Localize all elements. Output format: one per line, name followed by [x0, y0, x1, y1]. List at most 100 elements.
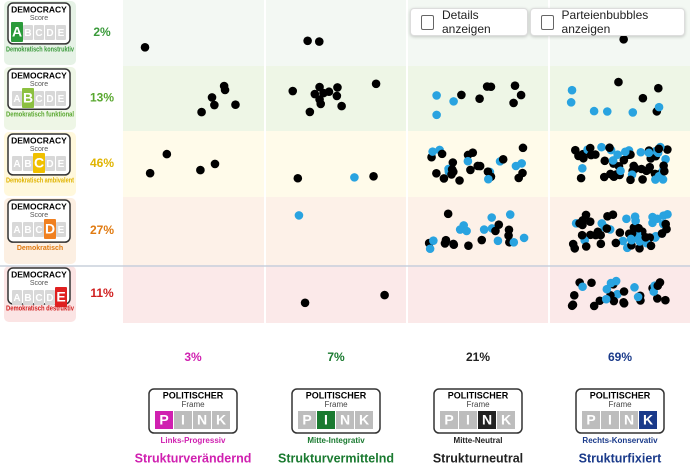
row-label: Demokratisch konstruktiv: [6, 46, 74, 53]
bubble: [369, 171, 378, 181]
row-label: Demokratisch ambivalent: [6, 177, 75, 184]
badge-title: DEMOCRACY: [11, 201, 67, 211]
bubble: [626, 175, 635, 185]
bubble: [615, 228, 625, 237]
bubble: [448, 158, 458, 167]
column-title: Strukturvermittelnd: [278, 451, 394, 465]
column-share: 3%: [184, 350, 202, 364]
bubble: [567, 85, 577, 95]
bubble: [619, 34, 628, 44]
checkbox[interactable]: Details anzeigen: [410, 8, 528, 36]
bubble: [494, 220, 504, 229]
grade-cell: [23, 25, 33, 40]
bubble: [571, 145, 580, 155]
bubble: [432, 168, 441, 178]
grade-cell: [34, 91, 44, 106]
column-sublabel: Mitte-Integrativ: [307, 436, 365, 445]
frame-cell: [298, 411, 316, 429]
bubble: [439, 174, 449, 183]
row-label: Demokratisch destruktiv: [6, 306, 74, 313]
bubble: [498, 155, 508, 164]
frame-letter: P: [586, 412, 595, 428]
bubble: [332, 91, 342, 101]
frame-cell: [497, 411, 515, 429]
bubble: [293, 173, 303, 183]
bubble: [575, 219, 584, 228]
bubble: [661, 154, 670, 164]
checkbox-box[interactable]: [421, 14, 434, 30]
grade-letter: A: [13, 94, 20, 105]
bubble: [479, 225, 489, 234]
bubble: [449, 240, 459, 250]
bubble: [210, 100, 219, 110]
grade-letter: B: [24, 159, 31, 170]
grade-cell: [11, 22, 23, 42]
bubble: [660, 166, 669, 176]
bubble: [440, 239, 450, 248]
column-title: Strukturverändernd: [135, 451, 252, 465]
bubble: [630, 212, 640, 221]
column-title: Strukturfixiert: [579, 451, 662, 465]
bubble: [614, 77, 623, 87]
badge-subtitle: Score: [30, 212, 48, 219]
bubble: [464, 241, 473, 250]
bubble: [652, 214, 662, 224]
bubble: [601, 294, 611, 304]
bubble: [315, 82, 324, 92]
bubble: [475, 161, 485, 171]
bubble: [519, 233, 529, 243]
bubble: [455, 225, 465, 234]
bubble: [635, 244, 644, 253]
bubble: [337, 101, 346, 111]
grade-cell: [33, 153, 45, 173]
bubble: [324, 87, 334, 97]
bubble: [662, 224, 671, 234]
grade-letter: A: [13, 159, 20, 170]
bubble: [577, 230, 587, 240]
bubble: [638, 93, 648, 103]
bubble: [447, 170, 456, 179]
checkbox-box[interactable]: [541, 14, 554, 30]
checkbox[interactable]: Parteienbubbles anzeigen: [530, 8, 685, 36]
grade-cell: [22, 88, 34, 108]
grade-cell: [12, 156, 22, 171]
bubble: [197, 107, 206, 117]
bubble: [457, 90, 466, 100]
bubble: [654, 144, 664, 154]
row-share: 46%: [90, 156, 114, 170]
frame-cell: [193, 411, 211, 429]
frame-cell: [639, 411, 657, 429]
grade-letter: D: [46, 159, 53, 170]
grade-letter: C: [35, 225, 42, 236]
bubble: [586, 230, 595, 240]
grade-letter: C: [34, 155, 44, 171]
grade-letter: E: [58, 159, 65, 170]
grade-letter: D: [45, 221, 55, 237]
badge-subtitle: Score: [30, 280, 48, 287]
grade-cell: [23, 156, 33, 171]
bubble: [620, 147, 630, 157]
bubble: [514, 173, 524, 183]
bubble: [589, 301, 599, 311]
row-share: 2%: [93, 25, 111, 39]
grade-cell: [23, 222, 33, 237]
bubble: [196, 165, 205, 175]
bubble: [608, 210, 618, 220]
bubble: [608, 156, 618, 165]
bubble: [644, 148, 654, 158]
frame-cell: [336, 411, 354, 429]
grade-letter: D: [46, 28, 53, 39]
bubble: [633, 292, 643, 302]
badge-subtitle: Score: [30, 15, 48, 22]
bubble: [566, 98, 576, 107]
frame-cell: [440, 411, 458, 429]
frame-cell: [459, 411, 477, 429]
grade-letter: E: [56, 289, 65, 305]
bubble: [576, 173, 586, 183]
bubble: [622, 214, 631, 224]
bubble: [630, 283, 639, 292]
frame-cell: [174, 411, 192, 429]
grade-cell: [45, 156, 55, 171]
grade-letter: D: [46, 94, 53, 105]
badge-title: POLITISCHER: [448, 390, 509, 400]
